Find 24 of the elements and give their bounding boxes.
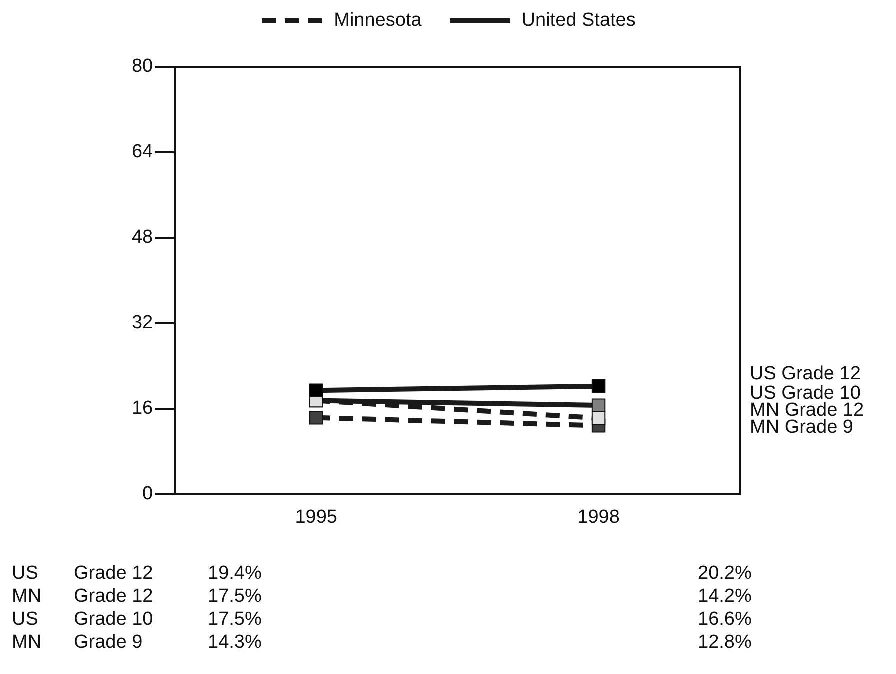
text: MN Grade 9 xyxy=(12,632,143,653)
text: United States xyxy=(522,10,636,32)
y-tick-label: 32 xyxy=(132,312,154,334)
data-label: 16.6% xyxy=(698,609,753,632)
data-label: 17.5% xyxy=(208,609,263,632)
x-tick-label: 1995 xyxy=(295,506,338,528)
y-tick-label: 80 xyxy=(132,56,154,78)
data-label: 20.2% xyxy=(698,563,753,586)
text: US Grade 10 xyxy=(12,609,154,630)
x-tick-label: 1998 xyxy=(578,506,620,528)
data-label: 14.3% xyxy=(208,632,263,655)
data-label: 19.4% xyxy=(208,563,263,586)
data-label: 12.8% xyxy=(698,632,753,655)
y-tick-label: 48 xyxy=(132,227,154,248)
data-label: 14.2% xyxy=(698,586,753,609)
y-tick-label: 64 xyxy=(132,142,154,163)
y-tick-label: 16 xyxy=(132,398,154,419)
text: US Grade 12 xyxy=(750,364,861,385)
text: MN Grade 12 xyxy=(12,586,154,607)
text: Minnesota xyxy=(334,10,422,32)
y-tick-label: 0 xyxy=(142,483,154,504)
data-label: 17.5% xyxy=(208,586,263,609)
text: US Grade 12 xyxy=(12,563,154,584)
text: MN Grade 9 xyxy=(750,416,854,438)
